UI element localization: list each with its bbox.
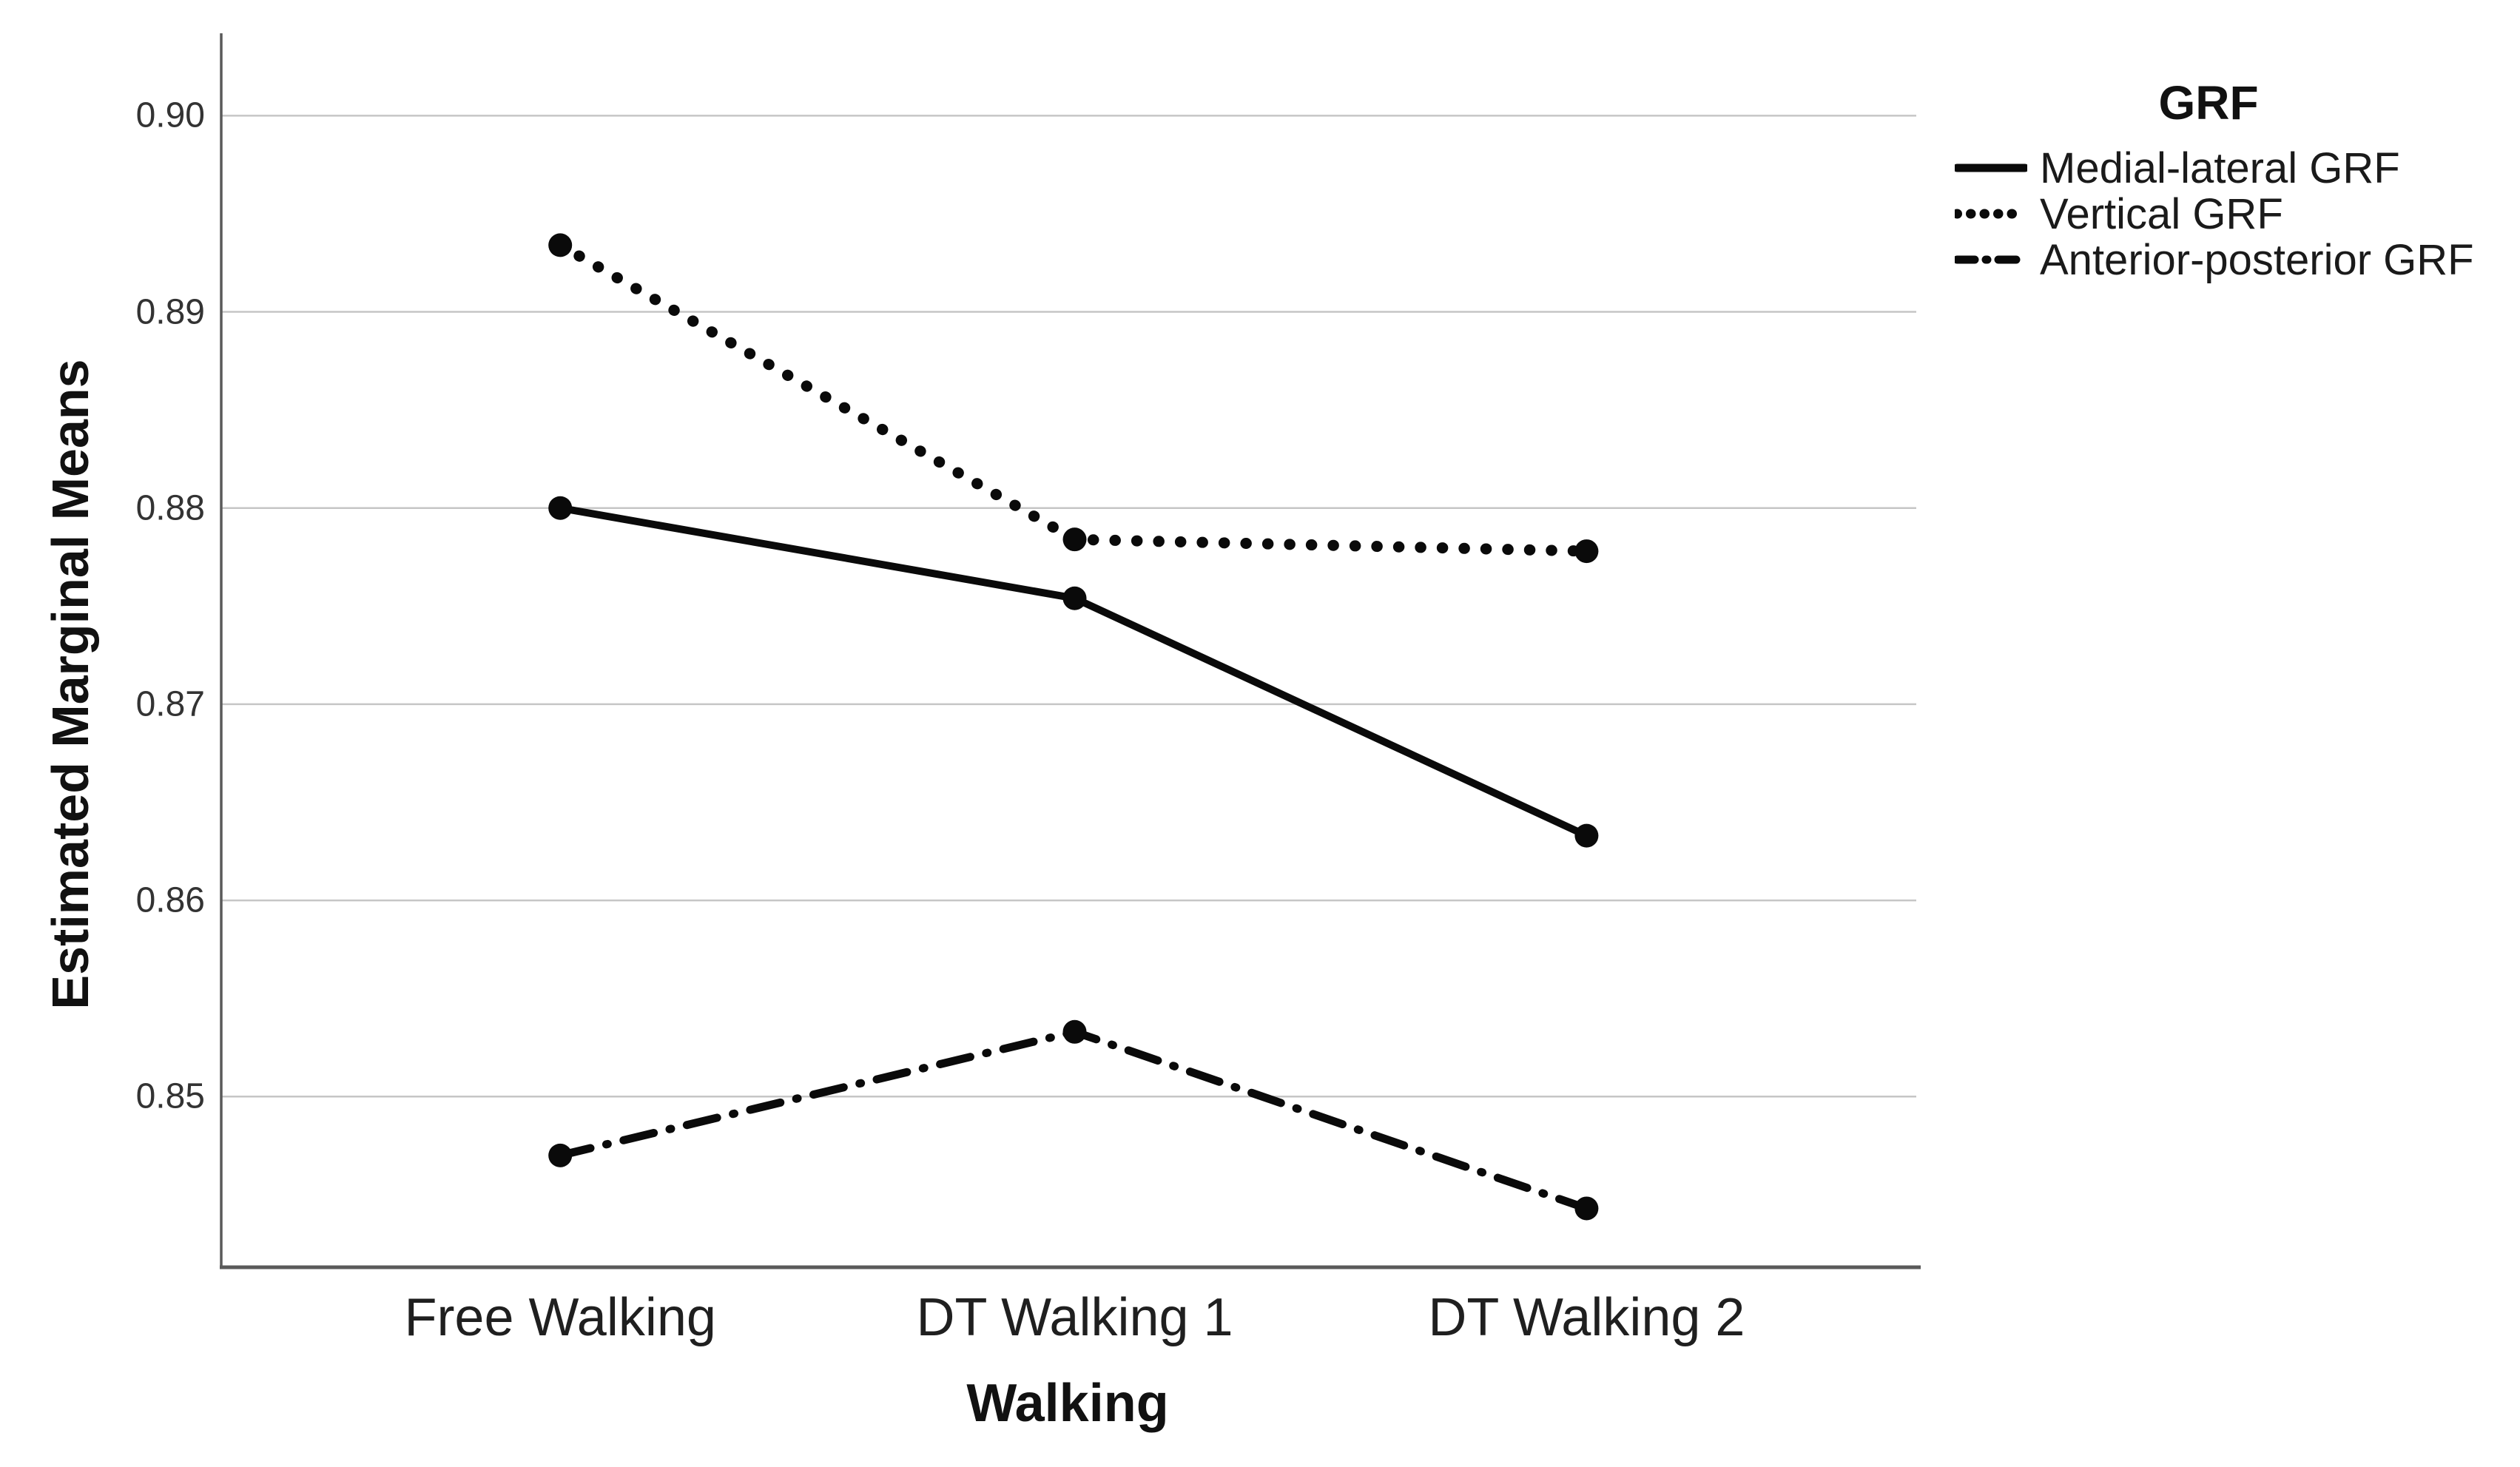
legend-label: Medial-lateral GRF (2040, 144, 2400, 192)
data-point-marker (1574, 539, 1599, 564)
legend-label: Vertical GRF (2040, 189, 2283, 238)
legend-item-anterior-posterior: Anterior-posterior GRF (1955, 235, 2474, 284)
data-point-marker (548, 496, 573, 520)
data-point-marker (1062, 586, 1087, 610)
data-point-marker (1062, 1019, 1087, 1044)
data-point-marker (1574, 1196, 1599, 1221)
series-line-dotted (554, 239, 1592, 557)
y-axis-title: Estimated Marginal Means (41, 359, 99, 1010)
series-line-dash-dot (556, 1028, 1591, 1213)
data-point-marker (548, 1143, 573, 1167)
data-point-marker (1062, 527, 1087, 552)
data-point-marker (548, 233, 573, 257)
legend-swatch-solid-line-icon (1955, 163, 2027, 172)
legend-title: GRF (2158, 76, 2259, 129)
x-axis-title: Walking (966, 1374, 1169, 1433)
legend-swatch-dotted-line-icon (1955, 209, 2027, 219)
legend-item-vertical: Vertical GRF (1955, 189, 2283, 238)
series-line-solid (556, 504, 1591, 840)
legend-swatch-dash-dot-line-icon (1955, 255, 2027, 264)
legend-label: Anterior-posterior GRF (2040, 235, 2474, 284)
legend-item-medial-lateral: Medial-lateral GRF (1955, 144, 2400, 192)
data-point-marker (1574, 823, 1599, 848)
